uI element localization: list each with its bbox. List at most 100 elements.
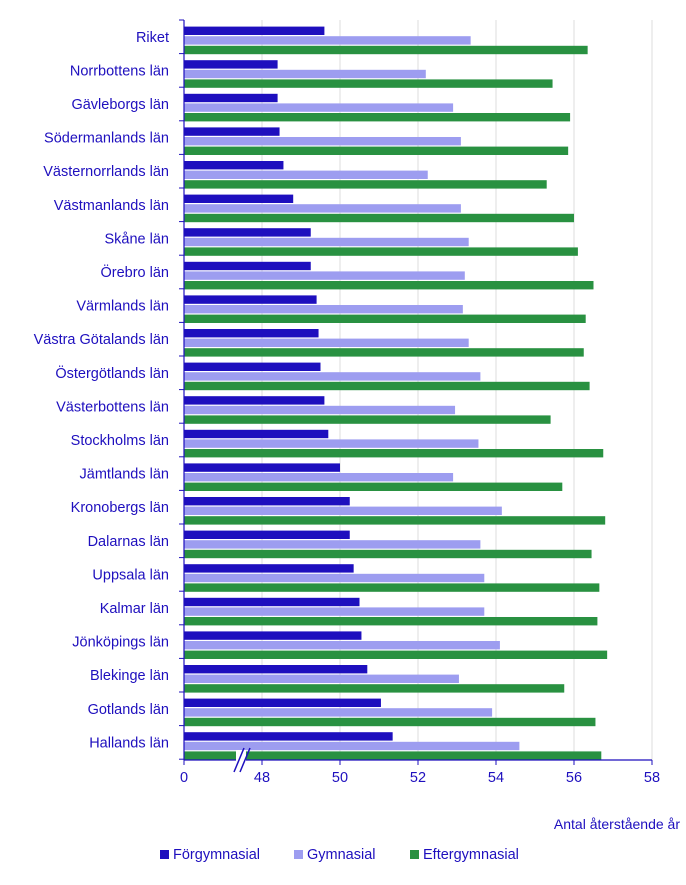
legend-label-förgymnasial: Förgymnasial [173,847,260,863]
category-label: Norrbottens län [70,63,169,79]
bar-eftergymnasial-7 [184,281,594,290]
bar-förgymnasial-19 [184,665,368,674]
category-label: Västerbottens län [56,399,169,415]
bar-förgymnasial-10 [184,362,321,371]
x-tick-label: 0 [180,770,188,786]
category-label: Västra Götalands län [34,332,169,348]
bar-förgymnasial-7 [184,261,311,271]
category-labels: Riket Norrbottens län Gävleborgs län Söderm… [34,30,169,752]
bar-förgymnasial-9 [184,329,319,338]
bar-gymnasial-0 [184,36,471,45]
bar-förgymnasial-20 [184,698,381,707]
bar-gymnasial-21 [184,741,520,751]
bar-eftergymnasial-9 [184,348,584,357]
bar-gymnasial-14 [184,506,502,515]
bar-eftergymnasial-3 [184,146,569,155]
x-tick-label: 56 [566,770,582,786]
category-label: Gävleborgs län [71,97,169,113]
category-label: Skåne län [105,231,170,247]
bar-gymnasial-5 [184,204,461,213]
bar-gymnasial-10 [184,372,481,381]
bar-gymnasial-18 [184,641,500,650]
category-label: Kronobergs län [71,500,169,516]
legend-label-eftergymnasial: Eftergymnasial [423,847,519,863]
legend-swatch-eftergymnasial [410,850,419,859]
bar-förgymnasial-18 [184,631,362,640]
bar-eftergymnasial-4 [184,180,547,189]
x-tick-labels: 0 48 50 52 54 56 58 [180,770,660,786]
bar-eftergymnasial-10 [184,381,590,391]
bar-förgymnasial-2 [184,93,278,103]
bar-gymnasial-2 [184,103,454,112]
legend-label-gymnasial: Gymnasial [307,847,376,863]
bar-förgymnasial-5 [184,194,294,203]
bar-eftergymnasial-5 [184,213,574,223]
bar-eftergymnasial-1 [184,79,553,88]
bar-gymnasial-16 [184,573,485,583]
bar-förgymnasial-0 [184,26,325,35]
category-label: Örebro län [100,263,169,281]
bar-eftergymnasial-6 [184,247,578,256]
bar-gymnasial-12 [184,439,479,448]
bar-eftergymnasial-0 [184,45,588,55]
x-tick-label: 54 [488,770,504,786]
bar-gymnasial-6 [184,237,469,247]
x-tick-label: 48 [254,770,270,786]
category-label: Jämtlands län [80,467,169,483]
bar-förgymnasial-11 [184,396,325,405]
bar-eftergymnasial-18 [184,650,608,659]
bar-eftergymnasial-12 [184,449,604,458]
bar-gymnasial-19 [184,674,459,683]
axis-break-mark [233,747,245,773]
bar-eftergymnasial-14 [184,516,606,525]
bar-gymnasial-15 [184,540,481,549]
category-label: Blekinge län [90,668,169,684]
bar-förgymnasial-1 [184,60,278,69]
x-tick-label: 58 [644,770,660,786]
bar-eftergymnasial-8 [184,314,586,323]
bar-förgymnasial-17 [184,597,360,607]
category-label: Jönköpings län [72,635,169,651]
bar-eftergymnasial-21 [184,751,602,760]
bar-förgymnasial-13 [184,463,340,472]
axis-break-gap [236,750,246,770]
bar-eftergymnasial-17 [184,617,598,626]
legend: Förgymnasial Gymnasial Eftergymnasial [160,847,519,863]
bar-förgymnasial-21 [184,732,393,741]
legend-swatch-förgymnasial [160,850,169,859]
bar-förgymnasial-8 [184,295,317,304]
category-label: Kalmar län [100,601,169,617]
bar-förgymnasial-4 [184,161,284,170]
bar-eftergymnasial-13 [184,482,563,491]
bar-gymnasial-4 [184,170,428,179]
bar-eftergymnasial-2 [184,113,571,122]
category-label: Riket [136,30,169,46]
axis-break-mark [239,747,251,773]
bar-eftergymnasial-19 [184,684,565,693]
bar-gymnasial-8 [184,305,463,314]
bar-eftergymnasial-20 [184,717,596,727]
axes [179,19,653,773]
category-label: Västmanlands län [54,198,169,214]
category-label: Gotlands län [88,702,169,718]
bar-gymnasial-1 [184,69,426,79]
bar-gymnasial-9 [184,338,469,347]
bar-gymnasial-13 [184,473,454,482]
bar-förgymnasial-6 [184,228,311,237]
bar-förgymnasial-3 [184,127,280,136]
category-label: Värmlands län [76,299,169,315]
bar-gymnasial-7 [184,271,465,280]
legend-swatch-gymnasial [294,850,303,859]
bar-gymnasial-3 [184,137,461,146]
bar-gymnasial-20 [184,708,493,717]
bar-eftergymnasial-11 [184,415,551,424]
bar-gymnasial-17 [184,607,485,616]
category-label: Dalarnas län [88,534,169,550]
bar-förgymnasial-14 [184,497,350,506]
category-label: Stockholms län [71,433,169,449]
bar-förgymnasial-12 [184,429,329,439]
bar-series [184,26,608,760]
bar-eftergymnasial-15 [184,549,592,559]
category-label: Hallands län [89,735,169,751]
